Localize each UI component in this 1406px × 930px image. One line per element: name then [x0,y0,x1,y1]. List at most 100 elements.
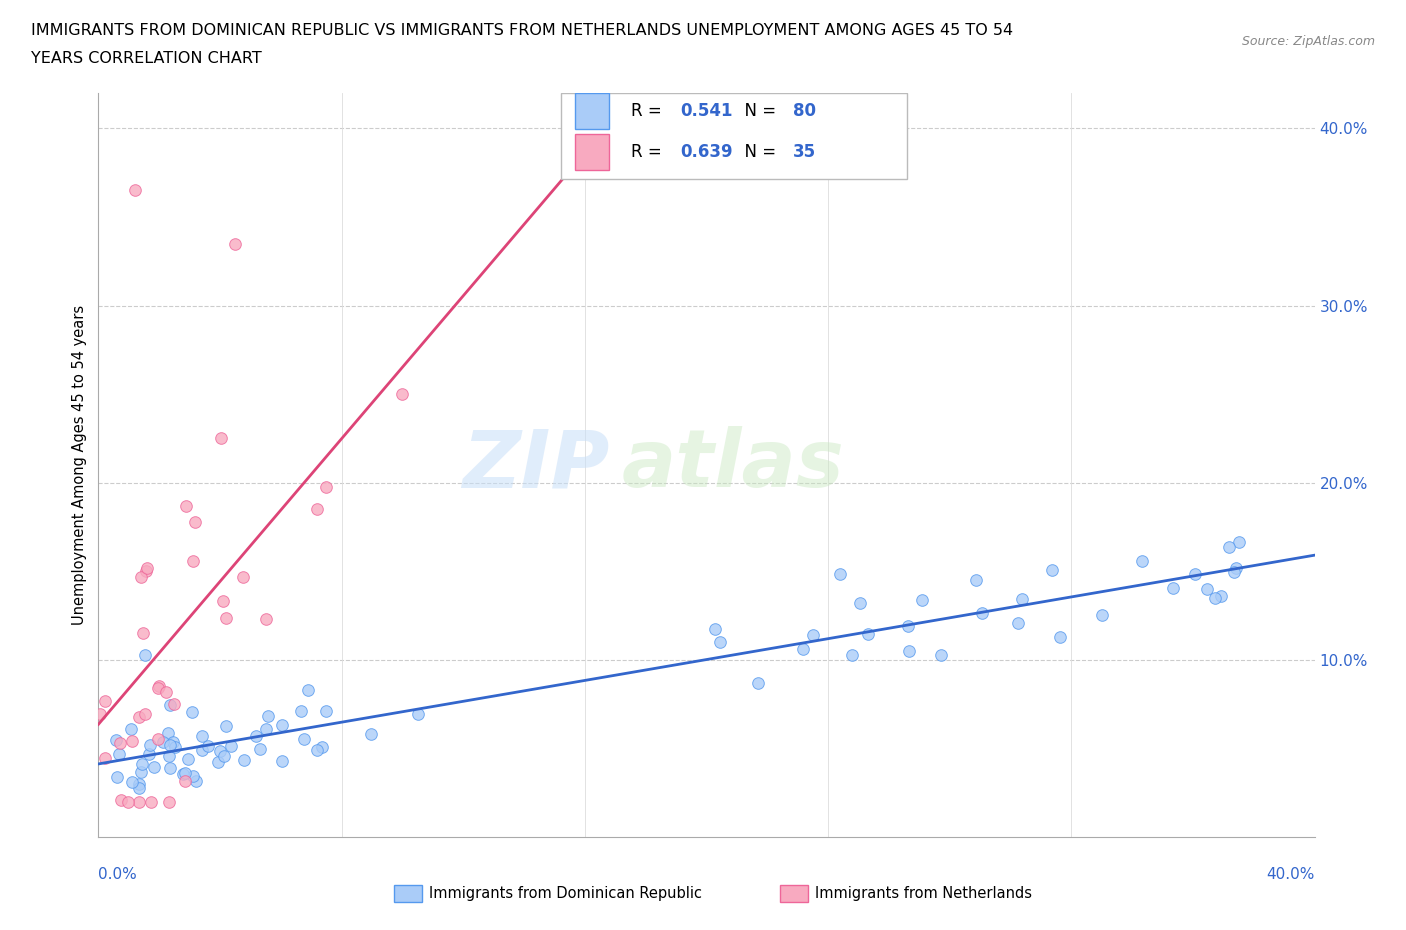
Point [163,697,186,711]
Point [311,739,333,754]
Text: 35: 35 [793,143,815,161]
Point [1011,591,1033,606]
Text: 0.0%: 0.0% [98,867,138,882]
Point [209,431,232,445]
Point [108,735,131,750]
Point [305,743,328,758]
Bar [575,134,609,170]
Point [121,733,143,748]
Point [254,722,277,737]
Point [232,569,254,584]
Text: R =: R = [631,143,666,161]
Point [181,553,204,568]
Point [709,634,731,649]
Point [897,618,920,633]
Text: N =: N = [734,102,782,120]
Point [177,751,200,766]
Point [157,749,180,764]
Point [117,794,139,809]
Point [131,764,153,779]
Point [142,760,165,775]
Point [105,770,128,785]
Point [174,498,197,513]
Point [233,752,256,767]
Point [191,742,214,757]
Point [1091,607,1114,622]
Text: 0.541: 0.541 [679,102,733,120]
Point [181,769,204,784]
Y-axis label: Unemployment Among Ages 45 to 54 years: Unemployment Among Ages 45 to 54 years [72,305,87,625]
Point [307,501,329,516]
Bar [575,93,609,129]
Point [391,387,413,402]
Point [128,794,150,809]
Point [856,627,879,642]
Point [121,722,143,737]
Point [704,621,727,636]
Point [157,794,180,809]
Point [747,675,769,690]
Point [184,515,207,530]
Point [134,707,156,722]
Point [841,648,863,663]
Point [128,710,150,724]
Point [146,681,169,696]
Point [159,698,181,712]
Point [186,774,208,789]
Text: ZIP: ZIP [461,426,609,504]
Text: R =: R = [631,102,666,120]
Point [1049,630,1071,644]
Point [94,751,117,765]
Point [134,647,156,662]
Point [1211,589,1233,604]
Point [157,725,180,740]
Point [128,780,150,795]
Point [159,737,181,752]
Point [1227,535,1250,550]
Point [139,738,162,753]
Point [1163,580,1185,595]
Point [146,732,169,747]
Text: 0.639: 0.639 [679,143,733,161]
Point [292,731,315,746]
Point [315,704,337,719]
Point [1218,539,1240,554]
Point [1223,565,1246,579]
Point [110,792,132,807]
Point [929,647,952,662]
Point [257,709,280,724]
Point [121,775,143,790]
Point [297,683,319,698]
Point [406,707,429,722]
Point [315,479,337,494]
Point [162,735,184,750]
Point [138,746,160,761]
Point [911,592,934,607]
Point [1040,563,1063,578]
Point [1204,591,1226,605]
Point [89,706,111,721]
Text: N =: N = [734,143,782,161]
Bar [561,93,907,179]
Point [104,733,127,748]
Point [208,744,231,759]
Point [828,566,851,581]
Text: YEARS CORRELATION CHART: YEARS CORRELATION CHART [31,51,262,66]
Point [108,747,131,762]
Point [249,742,271,757]
Point [1225,561,1247,576]
Text: Immigrants from Dominican Republic: Immigrants from Dominican Republic [429,886,702,901]
Point [197,738,219,753]
Text: 80: 80 [793,102,815,120]
Point [135,564,157,578]
Point [271,754,294,769]
Text: 40.0%: 40.0% [1267,867,1315,882]
Point [191,728,214,743]
Point [136,561,159,576]
Point [215,719,238,734]
Point [159,761,181,776]
Point [221,738,243,753]
Point [207,755,229,770]
Text: atlas: atlas [621,426,844,504]
Point [174,765,197,780]
